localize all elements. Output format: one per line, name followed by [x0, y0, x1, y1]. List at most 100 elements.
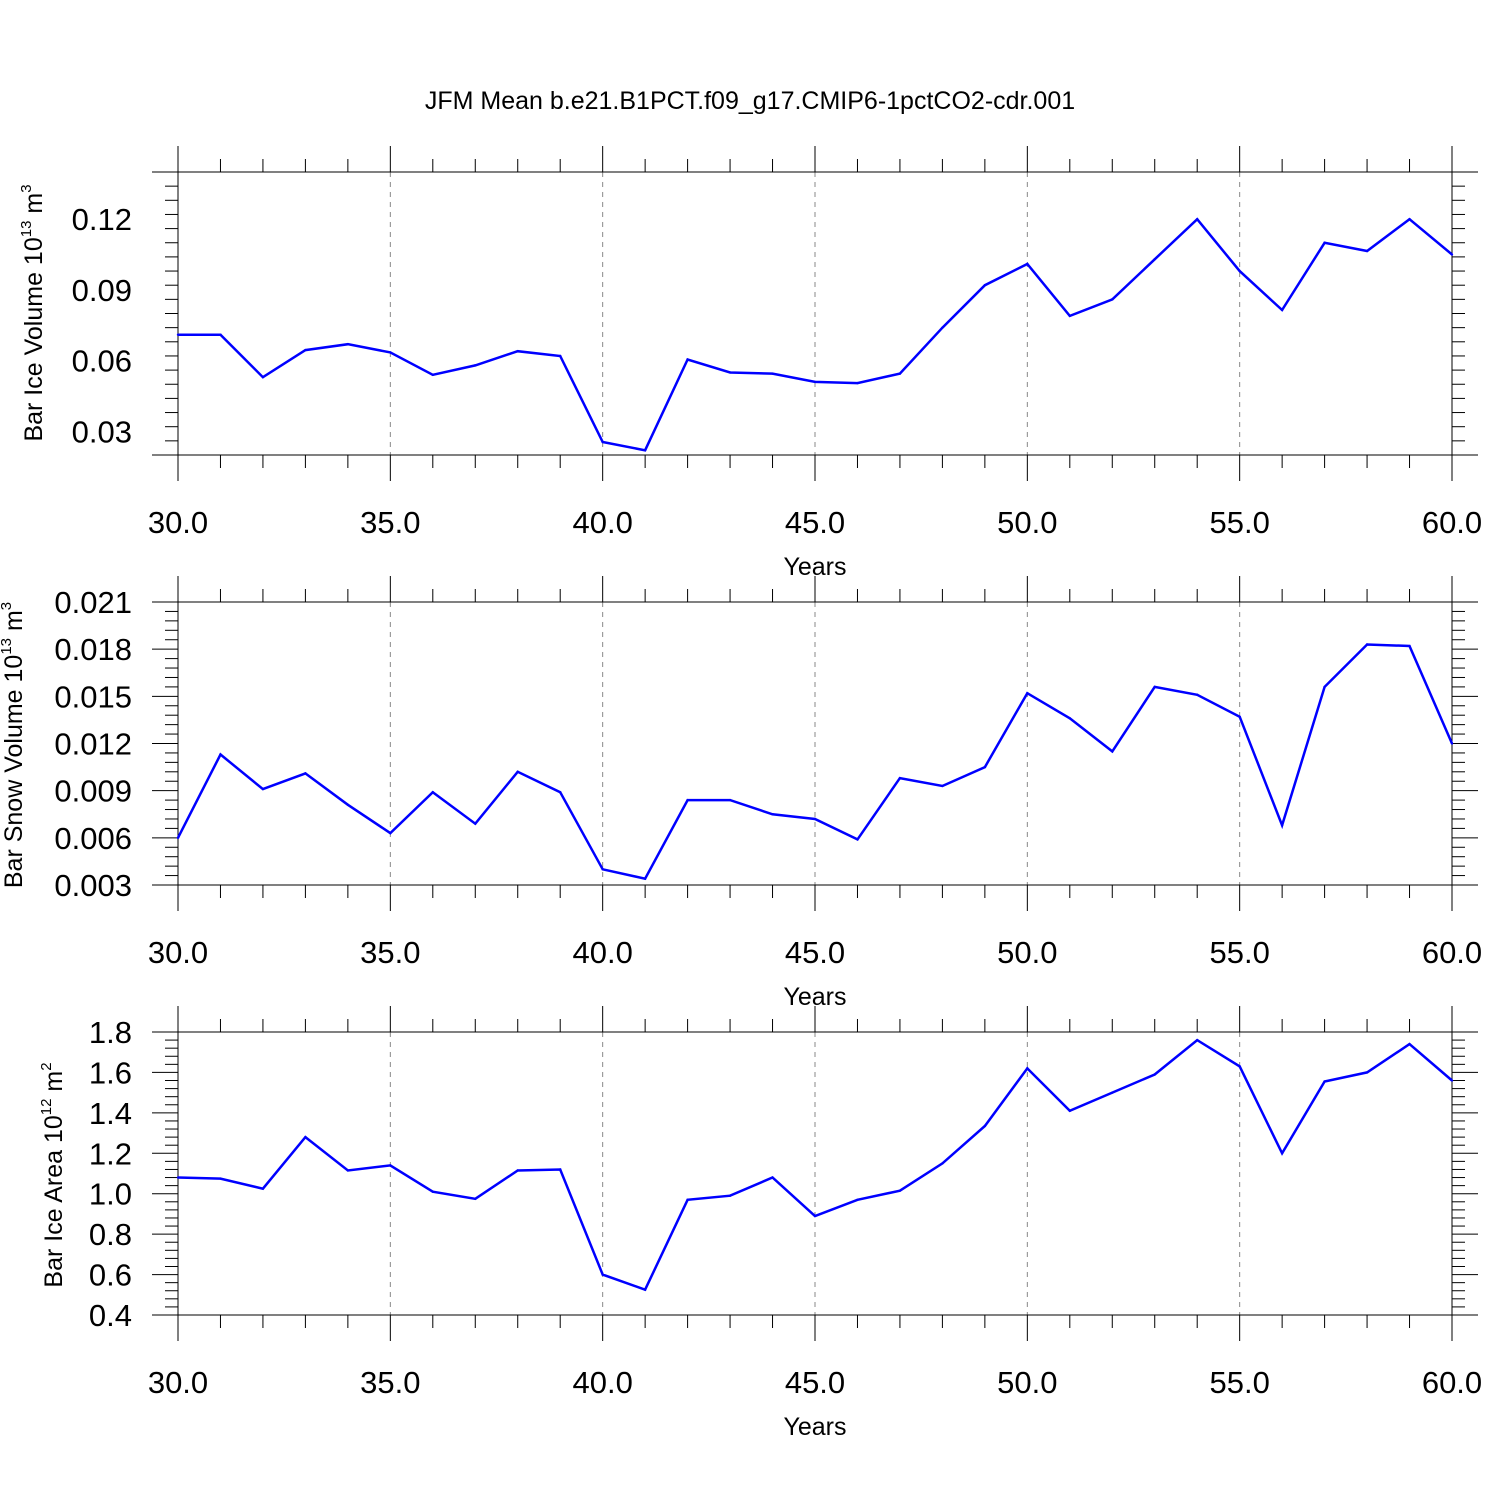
y-tick-label: 0.012: [54, 727, 132, 762]
data-point: [1026, 262, 1029, 266]
data-point: [474, 1197, 477, 1200]
y-tick-label: 1.6: [89, 1055, 132, 1090]
data-point: [516, 1169, 519, 1172]
data-point: [1323, 241, 1326, 244]
y-axis-label-unit: m: [0, 610, 28, 638]
data-point: [983, 1124, 987, 1128]
data-point: [1153, 1073, 1156, 1076]
data-point: [686, 1198, 689, 1201]
data-point: [304, 772, 307, 775]
data-point: [1153, 685, 1156, 689]
data-point: [1111, 298, 1114, 301]
data-point: [1111, 1091, 1114, 1094]
y-axis-label-unit-exponent: 2: [38, 1062, 55, 1070]
data-point: [643, 877, 647, 880]
data-point: [1068, 1109, 1072, 1113]
data-point: [1365, 1071, 1369, 1074]
y-axis-label-exponent: 13: [18, 221, 35, 238]
x-tick-label: 40.0: [572, 935, 632, 970]
snow-volume-panel: 30.0 35.0 40.0 45.0 50.0 55.0 60.0 0.003 0.006 0.…: [0, 576, 1482, 1011]
x-tick-label: 50.0: [997, 1365, 1057, 1400]
data-point: [643, 449, 647, 452]
data-point: [474, 364, 477, 367]
x-tick-label: 35.0: [360, 935, 420, 970]
y-axis-label-exponent: 13: [0, 638, 15, 655]
data-point: [389, 1164, 392, 1167]
data-point: [983, 284, 987, 287]
y-tick-label: 0.009: [54, 774, 132, 809]
data-point: [1280, 1152, 1284, 1155]
data-point: [1026, 691, 1029, 695]
y-axis-label: Bar Ice Volume 1013 m3: [18, 184, 48, 441]
y-tick-label: 1.8: [89, 1015, 132, 1050]
data-point: [601, 868, 604, 871]
data-point: [728, 798, 732, 802]
data-point: [1408, 644, 1411, 648]
data-point: [601, 1273, 604, 1276]
y-axis-label-main: Bar Snow Volume 10: [0, 655, 28, 888]
data-point: [1365, 643, 1369, 646]
data-point: [261, 1187, 265, 1190]
figure-title: JFM Mean b.e21.B1PCT.f09_g17.CMIP6-1pctC…: [425, 87, 1075, 115]
data-point: [1238, 269, 1241, 273]
x-tick-label: 55.0: [1209, 935, 1269, 970]
x-tick-label: 45.0: [785, 505, 845, 540]
y-axis-label: Bar Snow Volume 1013 m3: [0, 602, 28, 888]
data-point: [941, 784, 944, 788]
y-axis-label-unit-exponent: 3: [18, 184, 35, 192]
data-point: [219, 1177, 222, 1180]
data-point: [431, 1190, 434, 1193]
data-point: [1408, 217, 1411, 221]
data-point: [1153, 258, 1156, 261]
x-tick-label: 60.0: [1422, 1365, 1482, 1400]
x-tick-label: 50.0: [997, 505, 1057, 540]
data-point: [304, 1135, 307, 1139]
data-point: [346, 1169, 350, 1172]
data-point: [261, 787, 265, 791]
y-axis-label-unit-exponent: 3: [0, 602, 15, 610]
y-tick-label: 1.4: [89, 1096, 132, 1131]
data-point: [1280, 824, 1284, 827]
x-tick-label: 35.0: [360, 505, 420, 540]
data-point: [898, 1189, 902, 1192]
data-point: [1068, 717, 1072, 720]
data-point: [813, 380, 817, 384]
data-point: [389, 351, 392, 354]
x-tick-label: 30.0: [148, 505, 208, 540]
data-point: [1196, 1038, 1199, 1042]
data-point: [516, 350, 519, 353]
y-tick-label: 0.12: [72, 202, 132, 237]
data-point: [1238, 715, 1241, 718]
data-point: [1450, 1079, 1454, 1082]
data-point: [983, 765, 987, 769]
y-tick-label: 1.2: [89, 1136, 132, 1171]
data-point: [941, 1162, 944, 1165]
x-tick-label: 60.0: [1422, 935, 1482, 970]
ice-area-panel: 30.0 35.0 40.0 45.0 50.0 55.0 60.0 0.4 0.6 0.8 1.0…: [38, 1006, 1482, 1441]
data-point: [261, 375, 265, 379]
data-point: [728, 1194, 732, 1197]
data-point: [474, 822, 477, 825]
y-tick-label: 0.006: [54, 821, 132, 856]
x-tick-label: 55.0: [1209, 505, 1269, 540]
y-axis-label-main: Bar Ice Area 10: [40, 1115, 68, 1287]
data-point: [601, 440, 604, 444]
y-axis-label-main: Bar Ice Volume 10: [20, 237, 48, 441]
data-point: [1450, 253, 1454, 256]
data-point: [431, 373, 434, 377]
data-point: [1196, 693, 1199, 696]
data-point: [728, 371, 732, 374]
data-point: [771, 1176, 774, 1179]
data-point: [856, 381, 859, 385]
x-tick-label: 35.0: [360, 1365, 420, 1400]
data-point: [219, 753, 222, 756]
data-point: [559, 354, 562, 358]
x-tick-label: 55.0: [1209, 1365, 1269, 1400]
y-tick-label: 0.09: [72, 273, 132, 308]
data-point: [176, 1176, 180, 1179]
data-point: [1196, 217, 1199, 221]
data-point: [346, 803, 350, 807]
x-tick-label: 60.0: [1422, 505, 1482, 540]
x-tick-label: 40.0: [572, 505, 632, 540]
